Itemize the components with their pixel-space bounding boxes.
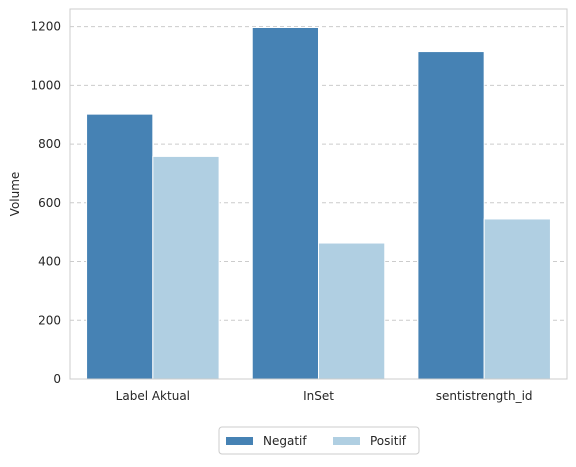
y-tick-labels: 0 200 400 600 800 1000 1200	[30, 20, 61, 386]
legend-label-positif: Positif	[370, 434, 407, 448]
bar-positif-2	[483, 218, 551, 380]
y-tick-label: 1200	[30, 20, 61, 34]
bar-positif-0	[152, 155, 220, 380]
legend-label-negatif: Negatif	[263, 434, 307, 448]
x-tick-label: Label Aktual	[116, 389, 190, 403]
legend-swatch-positif	[333, 437, 360, 445]
x-tick-labels: Label Aktual InSet sentistrength_id	[116, 389, 533, 403]
x-tick-label: sentistrength_id	[436, 389, 533, 403]
plot-frame	[69, 8, 568, 380]
y-tick-label: 800	[38, 137, 61, 151]
y-tick-label: 1000	[30, 78, 61, 92]
legend-swatch-negatif	[226, 437, 253, 445]
bar-negatif-2	[417, 51, 485, 380]
bar-positif-1	[318, 242, 386, 380]
y-tick-label: 0	[53, 372, 61, 386]
x-tick-label: InSet	[303, 389, 334, 403]
y-tick-label: 400	[38, 255, 61, 269]
legend-box	[218, 426, 420, 455]
bars-group	[86, 27, 551, 380]
legend: Negatif Positif	[218, 426, 420, 455]
y-tick-label: 600	[38, 196, 61, 210]
y-tick-label: 200	[38, 313, 61, 327]
bar-negatif-0	[86, 113, 154, 380]
bar-negatif-1	[251, 27, 320, 380]
y-axis-label: Volume	[8, 172, 22, 217]
